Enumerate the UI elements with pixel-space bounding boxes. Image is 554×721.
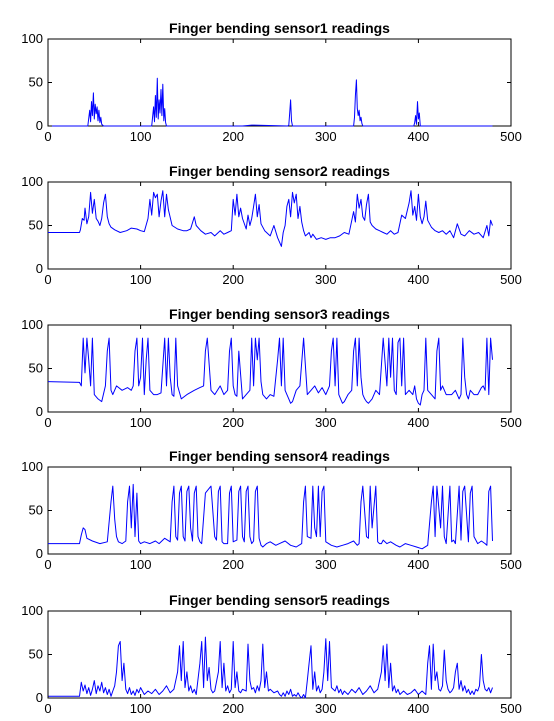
x-tick-label: 400 <box>408 415 430 430</box>
subplot-sensor2: Finger bending sensor2 readings 0 100 200 30… <box>21 163 522 287</box>
x-tick-label: 400 <box>408 272 430 287</box>
x-tick-label: 200 <box>222 129 244 144</box>
y-tick-label: 0 <box>36 261 43 276</box>
x-tick-label: 100 <box>130 415 152 430</box>
series-line-sensor2 <box>48 190 493 247</box>
subplot-sensor3: Finger bending sensor3 readings 0 100 200 30… <box>21 306 522 430</box>
x-tick-label: 300 <box>315 557 337 572</box>
y-tick-label: 50 <box>29 361 43 376</box>
axes-box-sensor1 <box>47 38 512 127</box>
x-tick-label: 0 <box>44 415 51 430</box>
x-tick-label: 500 <box>500 129 522 144</box>
subplot-title-sensor1: Finger bending sensor1 readings <box>169 20 390 36</box>
y-tick-label: 0 <box>36 118 43 133</box>
subplot-title-sensor3: Finger bending sensor3 readings <box>169 306 390 322</box>
x-tick-label: 300 <box>315 129 337 144</box>
x-tick-label: 500 <box>500 701 522 716</box>
x-tick-label: 100 <box>130 701 152 716</box>
axes-box-sensor2 <box>47 181 512 270</box>
x-tick-label: 0 <box>44 129 51 144</box>
x-tick-label: 500 <box>500 415 522 430</box>
subplot-sensor4: Finger bending sensor4 readings 0 100 200 30… <box>21 448 522 572</box>
series-line-sensor4 <box>48 483 493 550</box>
y-tick-label: 50 <box>29 503 43 518</box>
subplot-title-sensor5: Finger bending sensor5 readings <box>169 592 390 608</box>
y-tick-label: 50 <box>29 75 43 90</box>
x-tick-label: 400 <box>408 701 430 716</box>
x-tick-label: 100 <box>130 129 152 144</box>
x-tick-label: 200 <box>222 272 244 287</box>
x-tick-label: 100 <box>130 557 152 572</box>
x-tick-label: 500 <box>500 272 522 287</box>
x-tick-label: 200 <box>222 701 244 716</box>
x-tick-label: 300 <box>315 701 337 716</box>
x-tick-label: 300 <box>315 415 337 430</box>
series-line-sensor1 <box>48 77 493 127</box>
y-tick-label: 100 <box>21 31 43 46</box>
x-tick-label: 200 <box>222 415 244 430</box>
y-tick-label: 0 <box>36 546 43 561</box>
subplot-sensor1: Finger bending sensor1 readings 0 100 200 30… <box>21 20 522 144</box>
x-tick-label: 0 <box>44 701 51 716</box>
x-tick-label: 400 <box>408 557 430 572</box>
y-tick-label: 100 <box>21 603 43 618</box>
y-tick-label: 100 <box>21 317 43 332</box>
subplot-title-sensor2: Finger bending sensor2 readings <box>169 163 390 179</box>
subplot-title-sensor4: Finger bending sensor4 readings <box>169 448 390 464</box>
y-tick-label: 100 <box>21 459 43 474</box>
y-tick-label: 50 <box>29 647 43 662</box>
x-tick-label: 500 <box>500 557 522 572</box>
y-tick-label: 0 <box>36 690 43 705</box>
y-tick-label: 100 <box>21 174 43 189</box>
x-tick-label: 300 <box>315 272 337 287</box>
x-tick-label: 200 <box>222 557 244 572</box>
y-tick-label: 50 <box>29 218 43 233</box>
x-tick-label: 0 <box>44 557 51 572</box>
series-line-sensor3 <box>47 337 493 406</box>
x-tick-label: 100 <box>130 272 152 287</box>
x-tick-label: 400 <box>408 129 430 144</box>
series-line-sensor5 <box>48 636 493 699</box>
x-tick-label: 0 <box>44 272 51 287</box>
y-tick-label: 0 <box>36 404 43 419</box>
subplot-sensor5: Finger bending sensor5 readings 0 100 200 30… <box>21 592 522 716</box>
